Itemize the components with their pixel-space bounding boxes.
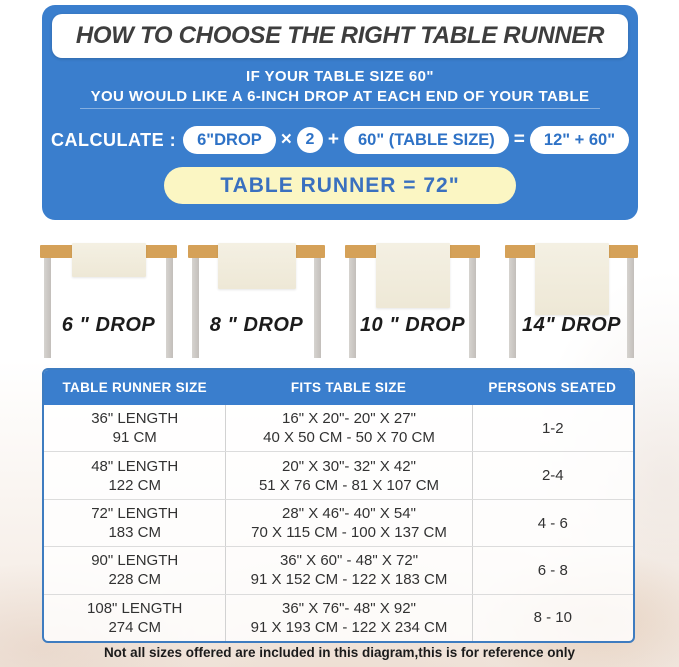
- runner-result-pill: TABLE RUNNER = 72": [164, 167, 516, 204]
- table-size-pill: 60" (TABLE SIZE): [344, 125, 509, 155]
- drop-pill: 6"DROP: [183, 125, 276, 155]
- persons-cell: 2-4: [471, 452, 633, 499]
- table-runner-cloth: [71, 243, 146, 277]
- table-figure-10-drop: 10 " DROP: [345, 238, 480, 368]
- times-operator: ×: [280, 129, 292, 150]
- column-header-fits-table: FITS TABLE SIZE: [290, 380, 407, 395]
- table-leg-left: [509, 258, 516, 358]
- drop-label: 8 " DROP: [209, 314, 304, 336]
- table-leg-left: [44, 258, 51, 358]
- title-card: HOW TO CHOOSE THE RIGHT TABLE RUNNER: [52, 14, 628, 58]
- table-leg-right: [314, 258, 321, 358]
- plus-operator: +: [327, 129, 339, 150]
- table-leg-right: [166, 258, 173, 358]
- table-leg-left: [192, 258, 199, 358]
- size-table-body: 36" LENGTH 91 CM 16" X 20"- 20" X 27" 40…: [44, 405, 633, 641]
- runner-size-cell: 90" LENGTH 228 CM: [91, 552, 179, 589]
- subtitle-line1: IF YOUR TABLE SIZE 60": [246, 68, 434, 85]
- fits-table-cell: 20" X 30"- 32" X 42" 51 X 76 CM - 81 X 1…: [225, 452, 471, 499]
- divider-line: [80, 108, 600, 109]
- table-row: 48" LENGTH 122 CM 20" X 30"- 32" X 42" 5…: [44, 451, 633, 499]
- sum-pill: 12" + 60": [529, 125, 630, 155]
- column-header-runner-size: TABLE RUNNER SIZE: [62, 380, 207, 395]
- table-figure-14-drop: 14" DROP: [505, 238, 638, 368]
- table-leg-left: [349, 258, 356, 358]
- multiplier-badge: 2: [296, 127, 323, 153]
- fits-table-cell: 36" X 76"- 48" X 92" 91 X 193 CM - 122 X…: [225, 594, 471, 641]
- table-row: 108" LENGTH 274 CM 36" X 76"- 48" X 92" …: [44, 593, 633, 641]
- table-runner-cloth: [534, 243, 609, 315]
- drop-label: 14" DROP: [521, 314, 622, 336]
- size-table-header: TABLE RUNNER SIZE FITS TABLE SIZE PERSON…: [44, 370, 633, 405]
- calculate-row: CALCULATE : 6"DROP × 2 + 60" (TABLE SIZE…: [42, 122, 638, 158]
- drop-label: 10 " DROP: [359, 314, 466, 336]
- runner-size-cell: 36" LENGTH 91 CM: [91, 410, 179, 447]
- fits-table-cell: 16" X 20"- 20" X 27" 40 X 50 CM - 50 X 7…: [225, 405, 471, 452]
- fits-table-cell: 36" X 60" - 48" X 72" 91 X 152 CM - 122 …: [225, 547, 471, 594]
- subtitle-line2: YOU WOULD LIKE A 6-INCH DROP AT EACH END…: [90, 88, 590, 105]
- table-leg-right: [627, 258, 634, 358]
- subtitle: IF YOUR TABLE SIZE 60" YOU WOULD LIKE A …: [42, 67, 638, 107]
- calculate-label: CALCULATE :: [50, 129, 177, 150]
- column-header-persons: PERSONS SEATED: [488, 380, 617, 395]
- header-panel: HOW TO CHOOSE THE RIGHT TABLE RUNNER IF …: [42, 5, 638, 220]
- table-figure-8-drop: 8 " DROP: [188, 238, 325, 368]
- fits-table-cell: 28" X 46"- 40" X 54" 70 X 115 CM - 100 X…: [225, 499, 471, 547]
- equals-operator: =: [513, 129, 525, 150]
- persons-cell: 8 - 10: [471, 594, 633, 641]
- table-row: 90" LENGTH 228 CM 36" X 60" - 48" X 72" …: [44, 546, 633, 594]
- persons-cell: 1-2: [471, 405, 633, 452]
- runner-size-cell: 48" LENGTH 122 CM: [91, 457, 179, 494]
- drop-diagrams: 6 " DROP 8 " DROP 10 " DROP 14" DROP: [0, 238, 679, 368]
- table-figure-6-drop: 6 " DROP: [40, 238, 177, 368]
- table-runner-cloth: [217, 243, 296, 289]
- drop-label: 6 " DROP: [61, 314, 156, 336]
- table-row: 72" LENGTH 183 CM 28" X 46"- 40" X 54" 7…: [44, 498, 633, 547]
- page-title: HOW TO CHOOSE THE RIGHT TABLE RUNNER: [75, 22, 605, 49]
- table-runner-cloth: [375, 243, 450, 308]
- persons-cell: 4 - 6: [471, 499, 633, 547]
- runner-size-cell: 108" LENGTH 274 CM: [87, 599, 183, 636]
- table-leg-right: [469, 258, 476, 358]
- runner-size-cell: 72" LENGTH 183 CM: [91, 505, 179, 542]
- table-row: 36" LENGTH 91 CM 16" X 20"- 20" X 27" 40…: [44, 405, 633, 452]
- persons-cell: 6 - 8: [471, 547, 633, 594]
- size-table: TABLE RUNNER SIZE FITS TABLE SIZE PERSON…: [42, 368, 635, 643]
- footer-note: Not all sizes offered are included in th…: [103, 645, 576, 660]
